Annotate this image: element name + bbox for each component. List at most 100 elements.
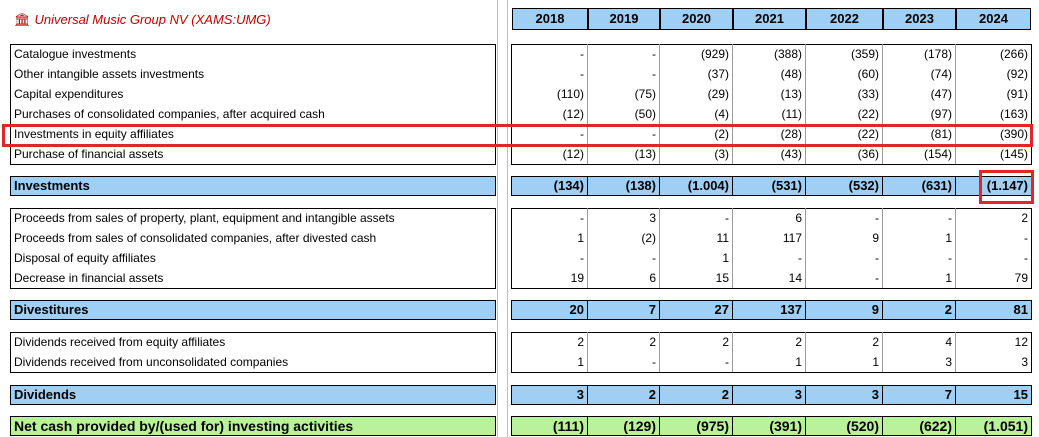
value-cell: -: [512, 64, 588, 84]
value-cell: 1: [883, 228, 956, 248]
row-label: Purchase of financial assets: [14, 147, 164, 161]
row-label: Capital expenditures: [14, 87, 124, 101]
total-value-cell: 3: [733, 385, 806, 405]
total-value-band: [511, 385, 1032, 405]
total-value-cell: 3: [512, 385, 588, 405]
value-cell: -: [512, 248, 588, 268]
value-cell: 6: [733, 208, 806, 228]
total-value-cell: (531): [733, 176, 806, 196]
row-label: Purchases of consolidated companies, aft…: [14, 107, 325, 121]
year-header-2021: 2021: [733, 8, 806, 30]
row-label: Disposal of equity affiliates: [14, 251, 156, 265]
total-label: Dividends: [14, 387, 77, 402]
net-value-cell: (1.051): [983, 418, 1028, 434]
total-value-cell: (631): [883, 176, 956, 196]
value-cell: -: [806, 268, 883, 288]
total-value-cell: 7: [883, 385, 956, 405]
value-cell: 12: [1014, 335, 1028, 349]
value-cell: 14: [733, 268, 806, 288]
column-divider: [507, 0, 508, 437]
value-cell: (28): [733, 124, 806, 144]
row-label: Decrease in financial assets: [14, 271, 164, 285]
value-cell: 1: [806, 352, 883, 372]
value-cell: 3: [1021, 355, 1028, 369]
bank-icon: 🏛: [14, 12, 31, 27]
value-cell: (12): [512, 104, 588, 124]
row-label: Proceeds from sales of property, plant, …: [14, 211, 395, 225]
value-cell: -: [883, 248, 956, 268]
group-value-box: [511, 208, 1032, 289]
value-cell: 6: [588, 268, 660, 288]
value-cell: -: [512, 124, 588, 144]
value-cell: (2): [588, 228, 660, 248]
value-cell: (74): [883, 64, 956, 84]
total-value-cell: 137: [733, 300, 806, 320]
value-cell: (97): [883, 104, 956, 124]
value-cell: (110): [512, 84, 588, 104]
value-cell: -: [588, 44, 660, 64]
value-cell: (13): [733, 84, 806, 104]
value-cell: -: [660, 208, 733, 228]
net-value-cell: (520): [806, 416, 883, 436]
total-label-band: [10, 300, 496, 320]
value-cell: (60): [806, 64, 883, 84]
total-value-cell: 2: [588, 385, 660, 405]
net-value-cell: (111): [512, 416, 588, 436]
total-value-cell: 81: [1013, 302, 1028, 317]
total-label-band: [10, 176, 496, 196]
row-label: Dividends received from unconsolidated c…: [14, 355, 289, 369]
value-cell: (4): [660, 104, 733, 124]
value-cell: (3): [660, 144, 733, 164]
value-cell: 2: [733, 332, 806, 352]
value-cell: 1: [883, 268, 956, 288]
total-value-cell: (1.004): [660, 176, 733, 196]
value-cell: 11: [660, 228, 733, 248]
value-cell: (43): [733, 144, 806, 164]
group-label-box: [10, 44, 496, 165]
value-cell: -: [1024, 251, 1028, 265]
column-divider: [497, 0, 498, 437]
value-cell: 117: [733, 228, 806, 248]
value-cell: -: [588, 64, 660, 84]
value-cell: -: [588, 248, 660, 268]
value-cell: 3: [883, 352, 956, 372]
total-value-cell: (532): [806, 176, 883, 196]
value-cell: (154): [883, 144, 956, 164]
total-value-cell: 9: [806, 300, 883, 320]
group-value-box: [511, 332, 1032, 373]
row-label: Dividends received from equity affiliate…: [14, 335, 226, 349]
value-cell: (178): [883, 44, 956, 64]
total-label: Divestitures: [14, 302, 89, 317]
highlight-equity-affiliates-row: [2, 124, 1033, 147]
company-title: 🏛 Universal Music Group NV (XAMS:UMG): [14, 12, 271, 28]
value-cell: 2: [806, 332, 883, 352]
group-value-box: [511, 44, 1032, 165]
value-cell: (75): [588, 84, 660, 104]
value-cell: (13): [588, 144, 660, 164]
value-cell: (29): [660, 84, 733, 104]
net-value-cell: (391): [733, 416, 806, 436]
value-cell: (48): [733, 64, 806, 84]
total-value-cell: 2: [883, 300, 956, 320]
value-cell: -: [806, 208, 883, 228]
year-header-2023: 2023: [883, 8, 956, 30]
highlight-2024-investments-cell: [979, 170, 1034, 204]
total-value-cell: 27: [660, 300, 733, 320]
value-cell: 1: [660, 248, 733, 268]
value-cell: 2: [588, 332, 660, 352]
row-label: Catalogue investments: [14, 47, 137, 61]
value-cell: (145): [999, 147, 1028, 161]
value-cell: -: [588, 124, 660, 144]
value-cell: (91): [1006, 87, 1028, 101]
total-value-cell: 2: [660, 385, 733, 405]
year-header-2019: 2019: [588, 8, 660, 30]
row-label: Other intangible assets investments: [14, 67, 205, 81]
value-cell: -: [883, 208, 956, 228]
value-cell: (12): [512, 144, 588, 164]
value-cell: 1: [733, 352, 806, 372]
value-cell: 9: [806, 228, 883, 248]
total-label: Investments: [14, 178, 90, 193]
value-cell: -: [1024, 231, 1028, 245]
value-cell: (390): [999, 127, 1028, 141]
row-label: Investments in equity affiliates: [14, 127, 174, 141]
